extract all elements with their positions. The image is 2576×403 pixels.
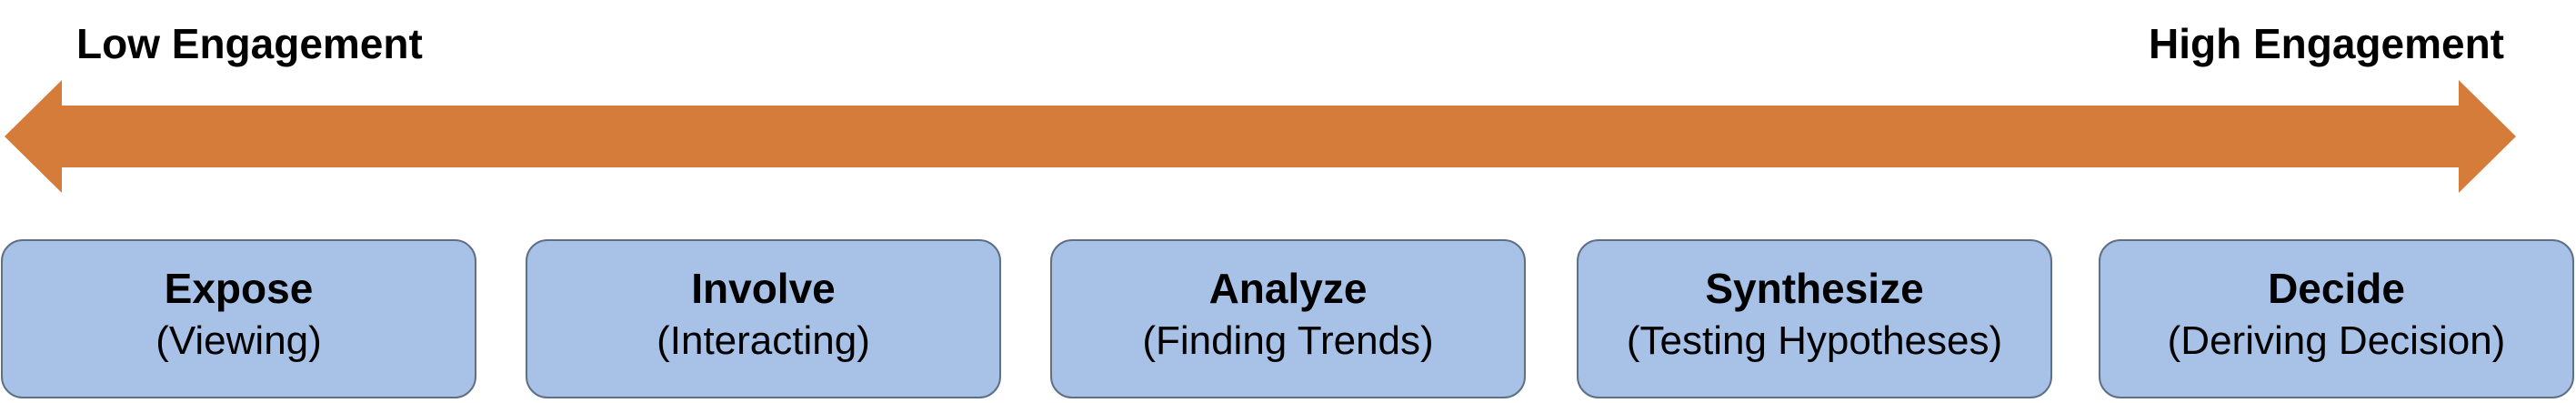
stage-involve: Involve (Interacting) [526, 239, 1001, 398]
stage-subtitle: (Finding Trends) [1142, 318, 1434, 363]
engagement-arrow [5, 80, 2516, 193]
stage-subtitle: (Viewing) [155, 318, 322, 363]
stage-subtitle: (Testing Hypotheses) [1626, 318, 2003, 363]
stage-title: Analyze [1208, 265, 1368, 312]
stage-title: Expose [164, 265, 314, 312]
high-engagement-label: High Engagement [2148, 20, 2504, 67]
stage-title: Decide [2268, 265, 2405, 312]
stage-synthesize: Synthesize (Testing Hypotheses) [1577, 239, 2052, 398]
stage-title: Synthesize [1705, 265, 1924, 312]
stage-title: Involve [691, 265, 836, 312]
double-headed-arrow-shape [5, 80, 2516, 193]
stage-decide: Decide (Deriving Decision) [2099, 239, 2574, 398]
stage-subtitle: (Deriving Decision) [2167, 318, 2506, 363]
stage-expose: Expose (Viewing) [1, 239, 476, 398]
stage-subtitle: (Interacting) [657, 318, 870, 363]
low-engagement-label: Low Engagement [76, 20, 423, 67]
stage-analyze: Analyze (Finding Trends) [1050, 239, 1526, 398]
